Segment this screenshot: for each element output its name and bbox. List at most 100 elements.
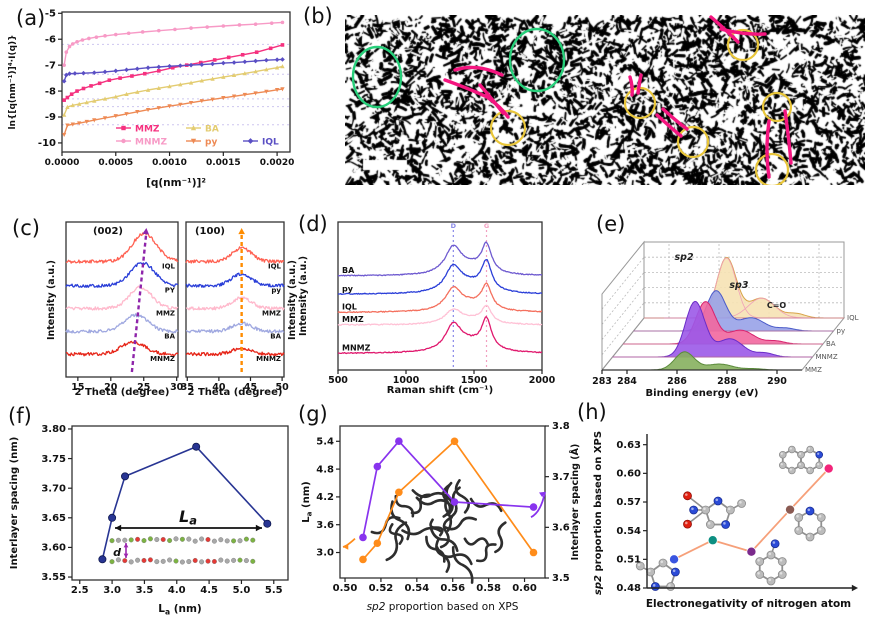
svg-text:40: 40 [212, 382, 226, 393]
svg-text:1500: 1500 [461, 375, 488, 386]
svg-text:MMZ: MMZ [135, 125, 160, 135]
svg-text:35: 35 [181, 382, 194, 393]
xrd-curve-py [185, 272, 285, 288]
svg-text:py: py [271, 287, 281, 295]
pink-fringe-annotation [636, 73, 643, 95]
svg-text:sp2 proportion based on XPS: sp2 proportion based on XPS [367, 601, 519, 613]
pink-fringe-annotation [719, 27, 767, 36]
yellow-ring-annotation [761, 91, 793, 123]
green-region-annotation [351, 45, 403, 109]
pink-fringe-annotation [628, 75, 634, 97]
pink-fringe-annotation [453, 65, 504, 77]
svg-text:BA: BA [270, 332, 281, 340]
svg-text:0.0000: 0.0000 [45, 158, 80, 168]
svg-text:d: d [113, 546, 121, 559]
svg-text:0.60: 0.60 [616, 469, 641, 480]
svg-text:3.60: 3.60 [41, 543, 66, 554]
svg-text:20: 20 [104, 382, 118, 393]
svg-text:0.56: 0.56 [440, 583, 465, 594]
layer-cartoon-stroke [388, 523, 404, 545]
xrd-curve-IQL [65, 231, 179, 264]
layer-cartoon-stroke [411, 489, 451, 501]
svg-text:4.0: 4.0 [168, 585, 186, 596]
svg-text:py: py [837, 327, 846, 335]
svg-text:MMZ: MMZ [156, 310, 175, 318]
chart-h-sp2-vs-electronegativity: 0.48 0.51 0.54 0.57 0.60 0.63 Electronegativit… [593, 431, 858, 610]
svg-text:3.6: 3.6 [316, 520, 334, 531]
svg-text:45: 45 [244, 382, 257, 393]
svg-text:4.8: 4.8 [316, 464, 334, 475]
svg-text:1000: 1000 [393, 375, 420, 386]
svg-text:3.7: 3.7 [552, 472, 570, 483]
svg-text:0.51: 0.51 [616, 555, 641, 566]
svg-text:3.5: 3.5 [136, 585, 154, 596]
svg-text:0.0020: 0.0020 [260, 158, 295, 168]
layer-cartoon-stroke [401, 526, 443, 536]
svg-text:Intensity (a.u.): Intensity (a.u.) [298, 256, 309, 336]
svg-text:30: 30 [170, 382, 184, 393]
svg-text:3.80: 3.80 [41, 424, 66, 435]
svg-text:MMZ: MMZ [342, 315, 364, 324]
xrd-curve-BA [186, 321, 285, 334]
svg-text:C=O: C=O [767, 301, 787, 310]
layer-cartoon-stroke [444, 516, 478, 531]
svg-text:286: 286 [667, 376, 687, 387]
svg-text:MNMZ: MNMZ [816, 353, 838, 361]
layer-cartoon-stroke [451, 545, 474, 584]
xrd-curve-MMZ [65, 285, 179, 311]
svg-text:-10: -10 [38, 138, 56, 149]
svg-text:IQL: IQL [268, 263, 282, 271]
panel-label-h: (h) [577, 400, 607, 424]
svg-text:D: D [451, 222, 457, 230]
svg-text:500: 500 [328, 375, 348, 386]
svg-text:284: 284 [617, 376, 637, 387]
svg-text:ln{[q(nm⁻¹)]⁴·I(q)}: ln{[q(nm⁻¹)]⁴·I(q)} [8, 34, 18, 129]
raman-curve-py [338, 259, 543, 296]
svg-text:[q(nm⁻¹)]²: [q(nm⁻¹)]² [146, 177, 206, 189]
svg-text:3.65: 3.65 [41, 513, 66, 524]
svg-text:0.0005: 0.0005 [98, 158, 133, 168]
svg-text:IQL: IQL [262, 138, 279, 148]
layer-cartoon-stroke [454, 479, 470, 514]
svg-text:BA: BA [342, 266, 355, 275]
chart-c-xrd-patterns: 15 20 25 30 IQL PY MMZ BA MNMZ (002) 2 Theta (degr… [46, 221, 298, 398]
layer-cartoon-stroke [442, 483, 452, 518]
tem-annotations-overlay [351, 15, 793, 185]
yellow-ring-annotation [676, 125, 710, 159]
svg-text:0.52: 0.52 [369, 583, 394, 594]
svg-text:Electronegativity of nitrogen: Electronegativity of nitrogen atom [646, 598, 851, 610]
svg-text:BA: BA [205, 125, 219, 135]
svg-text:25: 25 [137, 382, 150, 393]
pink-fringe-annotation [478, 83, 505, 115]
spacing-vs-la-line [101, 445, 268, 560]
svg-text:IQL: IQL [342, 303, 357, 312]
svg-text:0.57: 0.57 [616, 497, 641, 508]
svg-text:(100): (100) [195, 226, 225, 237]
pink-fringe-annotation [765, 119, 771, 179]
svg-text:-9: -9 [45, 112, 56, 123]
svg-text:MMZ: MMZ [805, 366, 822, 374]
svg-text:Interlayer spacing (nm): Interlayer spacing (nm) [9, 437, 20, 570]
svg-text:-6: -6 [45, 34, 56, 45]
pink-fringe-annotation [783, 109, 793, 165]
svg-text:Binding energy (eV): Binding energy (eV) [646, 388, 759, 399]
raman-curve-BA [337, 241, 542, 277]
svg-text:G: G [484, 222, 489, 230]
svg-text:3.6: 3.6 [552, 523, 570, 534]
svg-text:py: py [342, 284, 354, 293]
svg-text:4.5: 4.5 [200, 585, 218, 596]
svg-text:3.75: 3.75 [41, 454, 66, 465]
svg-text:MNMZ: MNMZ [342, 343, 371, 352]
svg-text:Interlayer spacing (Å): Interlayer spacing (Å) [570, 444, 581, 561]
svg-text:3.0: 3.0 [103, 585, 121, 596]
green-region-annotation [508, 27, 566, 93]
svg-text:5.4: 5.4 [316, 436, 334, 447]
yellow-ring-annotation [726, 28, 760, 62]
svg-text:3.55: 3.55 [41, 572, 66, 583]
svg-text:2000: 2000 [529, 375, 556, 386]
svg-text:MNMZ: MNMZ [150, 355, 175, 363]
series-BA [63, 65, 283, 116]
chart-f-interlayer-vs-la: 2.5 3.0 3.5 4.0 4.5 5.0 5.5 3.55 3.60 3.65 3.70 3.7… [9, 424, 289, 617]
